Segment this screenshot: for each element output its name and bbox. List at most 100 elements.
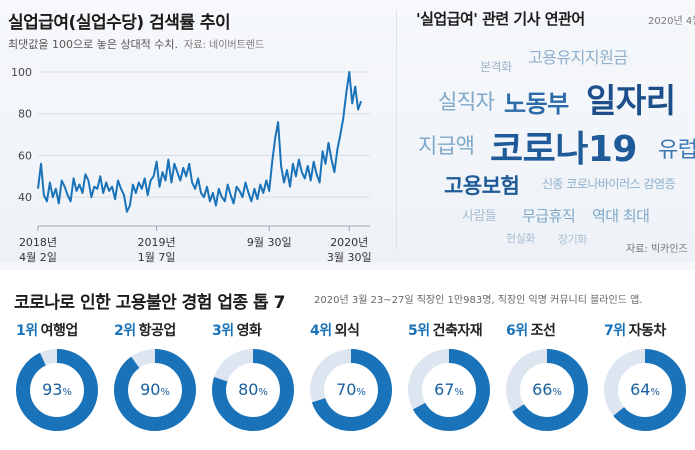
donut-industry: 자동차	[628, 323, 667, 339]
x-tick-label: 2018년	[19, 236, 57, 249]
word-iljari: 일자리	[586, 81, 676, 120]
word-cloud-section: '실업급여' 관련 기사 연관어 2020년 4월 본격화 고용유지지원금 실직…	[408, 8, 695, 258]
x-tick-label: 9월 30일	[247, 235, 292, 249]
word-sinjong-corona: 신종 코로나바이러스 감염증	[542, 177, 676, 191]
donut-label: 6위 조선	[506, 320, 556, 340]
donut-percent-value: 64	[630, 380, 651, 399]
donut-label: 7위 자동차	[604, 320, 666, 340]
donut-rank: 1위	[16, 323, 38, 339]
donut-industry: 항공업	[138, 323, 177, 339]
word-janggihwa: 장기화	[558, 233, 587, 246]
donut-percent: 64%	[601, 346, 689, 434]
donut-industry: 조선	[530, 323, 556, 339]
y-tick-label: 40	[18, 191, 32, 204]
x-tick-label: 3월 30일	[327, 250, 372, 264]
donut-value-arc	[506, 349, 588, 431]
donut-label: 2위 항공업	[114, 320, 176, 340]
y-tick-label: 80	[18, 108, 32, 121]
donut-label: 3위 영화	[212, 320, 262, 340]
donut-ring	[604, 349, 686, 431]
donut-percent-value: 93	[42, 380, 63, 399]
word-corona19: 코로나19	[490, 129, 637, 170]
donut-ring	[408, 349, 490, 431]
industry-chart-subtitle: 2020년 3월 23~27일 직장인 1만983명, 직장인 익명 커뮤니티 …	[314, 295, 643, 306]
donut-percent-value: 80	[238, 380, 259, 399]
section-divider	[396, 10, 397, 250]
x-tick-label: 1월 7일	[138, 250, 176, 264]
donut-item: 5위 건축자재 67%	[398, 318, 497, 448]
donut-percent-value: 90	[140, 380, 161, 399]
donut-value-arc	[114, 349, 196, 431]
donut-value-arc	[16, 349, 98, 431]
word-siljikja: 실직자	[438, 90, 495, 114]
donut-label: 4위 외식	[310, 320, 360, 340]
search-trend-title: 실업급여(실업수당) 검색률 추이	[8, 13, 231, 33]
word-yeokdae-choedae: 역대 최대	[592, 207, 650, 225]
donut-item: 6위 조선 66%	[496, 318, 595, 448]
search-trend-note: 최댓값을 100으로 놓은 상대적 수치.	[8, 38, 179, 51]
donut-percent-unit: %	[62, 387, 72, 398]
donut-industry: 여행업	[40, 323, 79, 339]
donut-rank: 4위	[310, 323, 332, 339]
donut-rank: 6위	[506, 323, 528, 339]
donut-ring	[212, 349, 294, 431]
industry-donut-row: 1위 여행업 93% 2위 항공업 90% 3위 영화 80% 4위 외식 70% 5위…	[0, 318, 695, 448]
search-rate-series-line	[37, 71, 363, 213]
donut-percent-unit: %	[454, 387, 464, 398]
donut-percent: 93%	[13, 346, 101, 434]
word-hyeonsilhwa: 현실화	[506, 232, 535, 245]
search-trend-subtitle: 최댓값을 100으로 놓은 상대적 수치. 자료: 네이버트렌드	[8, 36, 264, 52]
donut-industry: 외식	[334, 323, 360, 339]
donut-percent-value: 67	[434, 380, 455, 399]
y-tick-label: 100	[11, 66, 32, 79]
donut-value-arc	[212, 349, 294, 431]
word-cloud-date: 2020년 4월	[648, 16, 695, 27]
word-yureop: 유럽	[658, 138, 695, 163]
y-tick-label: 60	[18, 149, 32, 162]
donut-percent-unit: %	[356, 387, 366, 398]
donut-percent: 66%	[503, 346, 591, 434]
word-saramdeul: 사람들	[462, 209, 497, 224]
industry-chart-title: 코로나로 인한 고용불안 경험 업종 톱 7	[14, 293, 285, 313]
word-mugeuphyujik: 무급휴직	[522, 207, 576, 225]
x-tick-label: 2019년	[138, 236, 176, 249]
donut-value-arc	[408, 349, 490, 431]
donut-item: 3위 영화 80%	[202, 318, 301, 448]
word-jigeupaek: 지급액	[418, 134, 475, 158]
donut-item: 7위 자동차 64%	[594, 318, 693, 448]
donut-percent-unit: %	[650, 387, 660, 398]
donut-percent: 67%	[405, 346, 493, 434]
donut-item: 2위 항공업 90%	[104, 318, 203, 448]
donut-ring	[506, 349, 588, 431]
x-tick-label: 4월 2일	[19, 250, 57, 264]
donut-label: 5위 건축자재	[408, 320, 483, 340]
word-goyongboheom: 고용보험	[444, 174, 520, 198]
donut-item: 1위 여행업 93%	[6, 318, 105, 448]
donut-industry: 건축자재	[432, 323, 483, 339]
word-bongyeokhwa: 본격화	[480, 60, 512, 74]
donut-percent: 70%	[307, 346, 395, 434]
x-tick-label: 2020년	[330, 236, 368, 249]
bottom-panel: 코로나로 인한 고용불안 경험 업종 톱 7 2020년 3월 23~27일 직…	[0, 270, 695, 450]
word-goyongyuji: 고용유지지원금	[528, 48, 628, 67]
donut-percent-value: 66	[532, 380, 553, 399]
donut-ring	[310, 349, 392, 431]
donut-ring	[114, 349, 196, 431]
donut-rank: 7위	[604, 323, 626, 339]
donut-percent-unit: %	[552, 387, 562, 398]
donut-percent-unit: %	[160, 387, 170, 398]
donut-industry: 영화	[236, 323, 262, 339]
donut-label: 1위 여행업	[16, 320, 78, 340]
donut-rank: 3위	[212, 323, 234, 339]
donut-percent-value: 70	[336, 380, 357, 399]
donut-percent-unit: %	[258, 387, 268, 398]
word-cloud-title: '실업급여' 관련 기사 연관어	[416, 10, 585, 28]
donut-rank: 5위	[408, 323, 430, 339]
donut-percent: 80%	[209, 346, 297, 434]
search-trend-section: 실업급여(실업수당) 검색률 추이 최댓값을 100으로 놓은 상대적 수치. 자…	[8, 8, 392, 264]
top-panel: 실업급여(실업수당) 검색률 추이 최댓값을 100으로 놓은 상대적 수치. 자…	[0, 0, 695, 264]
donut-rank: 2위	[114, 323, 136, 339]
donut-item: 4위 외식 70%	[300, 318, 399, 448]
donut-percent: 90%	[111, 346, 199, 434]
